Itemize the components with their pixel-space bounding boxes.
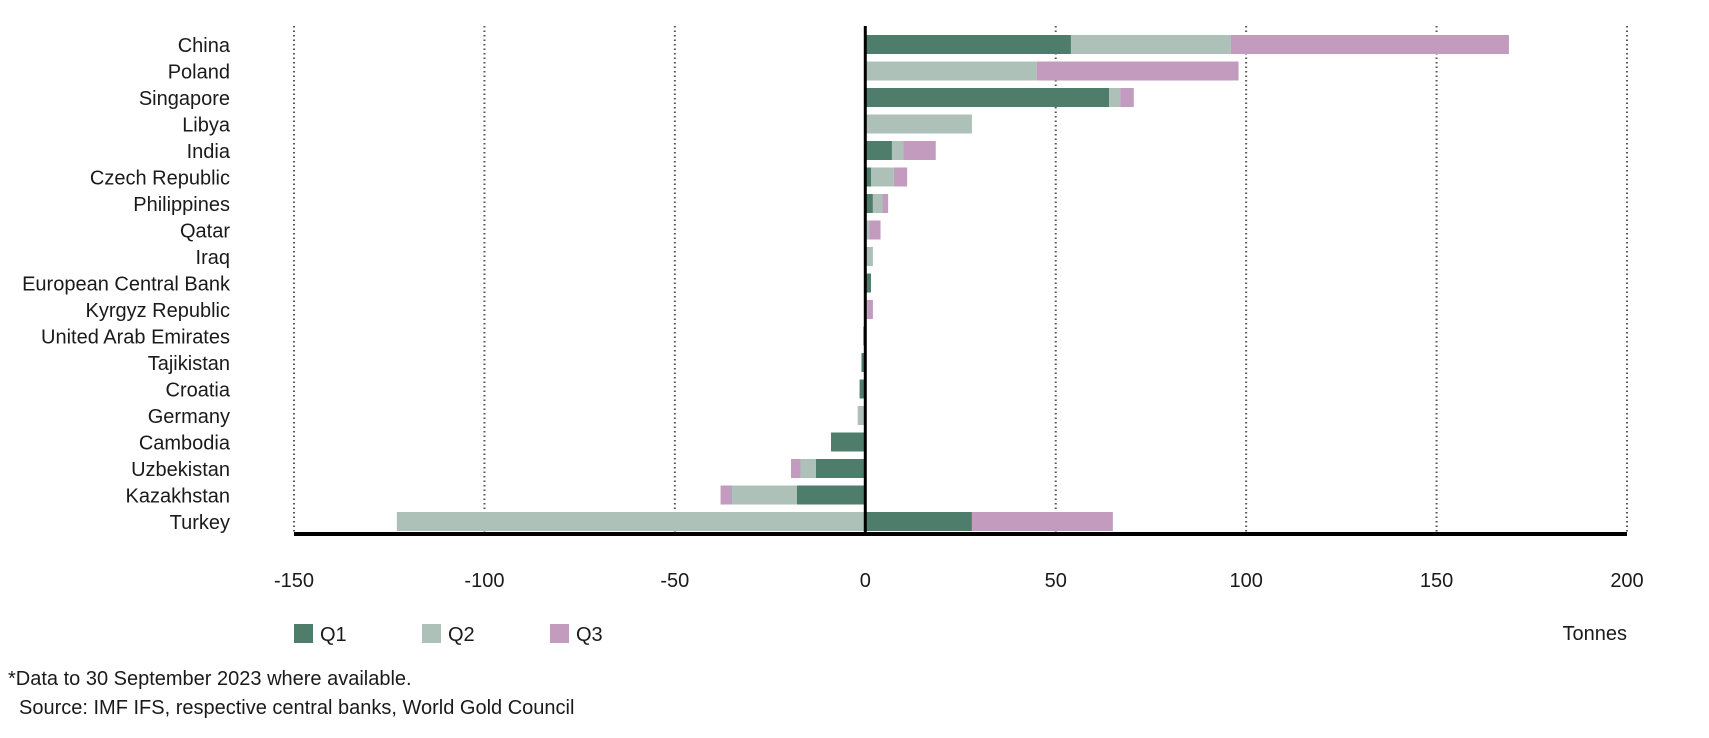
bar-segment — [861, 353, 866, 372]
bar-segment — [791, 459, 801, 478]
category-label: Iraq — [196, 247, 230, 269]
x-tick-label: 0 — [860, 570, 871, 592]
bar-segment — [865, 88, 1110, 107]
category-label: Czech Republic — [90, 168, 230, 190]
category-label: Kazakhstan — [125, 486, 230, 508]
legend-swatch — [422, 624, 441, 643]
x-tick-label: -100 — [464, 570, 504, 592]
bar-segment — [865, 247, 873, 266]
bars — [396, 35, 1509, 531]
bar-segment — [731, 485, 797, 505]
category-label: Qatar — [180, 221, 230, 243]
legend-swatch — [550, 624, 569, 643]
category-label: Tajikistan — [148, 353, 230, 375]
bar-segment — [865, 61, 1037, 81]
footnote: *Data to 30 September 2023 where availab… — [8, 668, 412, 690]
category-label: China — [178, 35, 231, 57]
category-label: Germany — [148, 406, 230, 428]
bar-segment — [865, 512, 972, 531]
category-label: United Arab Emirates — [41, 327, 230, 349]
bar-segment — [971, 512, 1113, 531]
bar-segment — [800, 459, 816, 478]
bar-segment — [865, 141, 892, 160]
x-tick-label: -150 — [274, 570, 314, 592]
bar-segment — [865, 220, 870, 240]
category-label: Singapore — [139, 88, 230, 110]
bar-segment — [720, 485, 732, 505]
category-labels: China Poland Singapore Libya India Czech Repu… — [22, 35, 231, 534]
bar-segment — [903, 141, 936, 160]
legend-label: Q2 — [448, 624, 475, 646]
x-tick-label: 200 — [1610, 570, 1643, 592]
category-label: India — [187, 141, 231, 163]
bar-segment — [891, 141, 904, 160]
bar-segment — [865, 167, 871, 187]
bar-segment — [867, 300, 873, 319]
bar-segment — [870, 167, 894, 187]
category-label: Poland — [168, 62, 230, 84]
gridlines — [293, 26, 1628, 534]
legend-swatch — [294, 624, 313, 643]
bar-segment — [882, 194, 889, 213]
bar-segment — [1230, 35, 1509, 54]
category-label: Turkey — [170, 512, 230, 534]
bar-segment — [893, 167, 908, 187]
bar-segment — [865, 114, 972, 134]
bar-segment — [857, 406, 866, 425]
category-label: Cambodia — [139, 433, 231, 455]
legend-label: Q1 — [320, 624, 347, 646]
stacked-bar-chart: China Poland Singapore Libya India Czech Repu… — [22, 26, 1644, 646]
x-tick-label: 100 — [1229, 570, 1262, 592]
category-label: Croatia — [166, 380, 231, 402]
legend-label: Q3 — [576, 624, 603, 646]
bar-segment — [1109, 88, 1121, 107]
bar-segment — [1070, 35, 1231, 54]
bar-segment — [1120, 88, 1134, 107]
category-label: Uzbekistan — [131, 459, 230, 481]
bar-segment — [396, 512, 866, 531]
bar-segment — [865, 273, 871, 293]
bar-segment — [865, 194, 873, 213]
x-tick-labels: -150 -100 -50 0 50 100 150 200 — [274, 570, 1644, 592]
category-label: European Central Bank — [22, 274, 231, 296]
bar-segment — [859, 379, 866, 399]
axes — [294, 26, 1627, 536]
bar-segment — [1036, 61, 1239, 81]
category-label: Philippines — [133, 194, 230, 216]
bar-segment — [869, 220, 881, 240]
category-label: Kyrgyz Republic — [85, 300, 230, 322]
x-tick-label: 150 — [1420, 570, 1453, 592]
bar-segment — [815, 459, 866, 478]
x-tick-label: -50 — [660, 570, 689, 592]
category-label: Libya — [182, 115, 231, 137]
legend: Q1 Q2 Q3 — [294, 624, 603, 646]
x-axis-unit-label: Tonnes — [1563, 623, 1628, 645]
bar-segment — [872, 194, 883, 213]
source-note: Source: IMF IFS, respective central bank… — [19, 697, 575, 719]
x-tick-label: 50 — [1045, 570, 1067, 592]
bar-segment — [865, 35, 1071, 54]
bar-segment — [831, 432, 866, 452]
bar-segment — [796, 485, 866, 505]
